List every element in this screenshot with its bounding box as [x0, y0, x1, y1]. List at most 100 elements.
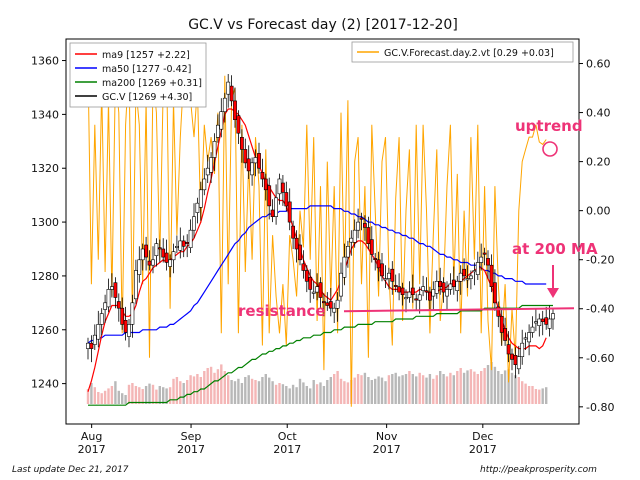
candle-body: [291, 225, 296, 239]
volume-bar: [333, 374, 336, 404]
candle-body: [551, 313, 555, 320]
candle-body: [520, 342, 525, 358]
candle-body: [482, 252, 487, 255]
left-tick-label: 1320: [31, 162, 59, 175]
volume-bar: [141, 389, 144, 404]
volume-bar: [397, 376, 401, 404]
candle-body: [154, 243, 159, 257]
candle-body: [513, 354, 518, 365]
candle-body: [116, 301, 121, 309]
volume-bar: [510, 372, 514, 404]
volume-bar: [319, 382, 322, 404]
volume-bar: [415, 376, 418, 404]
candle-body: [489, 264, 494, 288]
volume-bar: [428, 374, 432, 404]
volume-bar: [360, 375, 363, 404]
candle-body: [280, 182, 285, 193]
legend-label: GC.V [1269 +4.30]: [102, 92, 192, 103]
volume-bar: [531, 386, 534, 404]
candlesticks: [86, 74, 555, 379]
candle-body: [451, 279, 456, 287]
volume-bar: [384, 381, 387, 404]
annotation-200ma: at 200 MA: [512, 240, 598, 258]
candle-body: [468, 275, 473, 279]
volume-bar: [227, 375, 230, 404]
candle-body: [233, 100, 237, 121]
volume-bar: [268, 377, 271, 404]
candle-body: [441, 282, 446, 293]
volume-bar: [138, 387, 141, 404]
candle-body: [185, 242, 190, 244]
volume-bar: [254, 380, 257, 404]
legend-label: ma50 [1277 -0.42]: [102, 64, 191, 75]
volume-bar: [302, 382, 305, 404]
footer-right: http://peakprosperity.com: [480, 465, 597, 475]
candle-body: [219, 111, 224, 130]
volume-bar: [295, 387, 298, 404]
arrow-head: [547, 288, 559, 298]
candle-body: [209, 157, 214, 173]
candle-body: [366, 227, 371, 245]
volume-bar: [380, 377, 384, 404]
candle-body: [198, 189, 203, 208]
volume-bar: [162, 387, 165, 404]
volume-bar: [476, 374, 479, 404]
candle-body: [260, 172, 265, 180]
candle-body: [151, 259, 155, 266]
volume-bar: [121, 393, 124, 404]
candle-body: [147, 260, 152, 266]
volume-bar: [264, 374, 267, 404]
footer-left: Last update Dec 21, 2017: [12, 465, 129, 475]
candle-body: [246, 158, 251, 172]
volume-bar: [278, 383, 281, 404]
candle-body: [92, 334, 97, 345]
volume-bar: [257, 381, 261, 404]
candle-body: [506, 344, 511, 355]
volume-bar: [343, 381, 346, 404]
volume-bar: [134, 386, 138, 404]
candle-body: [270, 209, 275, 217]
volume-bar: [124, 395, 127, 404]
volume-bar: [93, 387, 96, 404]
volume-bar: [298, 378, 302, 404]
volume-bar: [240, 383, 244, 404]
volume-bar: [421, 375, 425, 404]
volume-bar: [425, 377, 428, 404]
candle-body: [359, 217, 364, 220]
candle-body: [127, 324, 131, 337]
candle-body: [123, 319, 128, 333]
candle-body: [171, 251, 176, 261]
volume-bar: [233, 381, 237, 404]
volume-bar: [503, 370, 507, 404]
candle-body: [325, 302, 330, 306]
candle-body: [301, 263, 306, 271]
volume-bar: [271, 381, 274, 404]
candle-body: [287, 201, 292, 223]
volume-bar: [223, 371, 226, 404]
x-tick-month: Dec: [472, 430, 493, 443]
right-tick-label: -0.20: [586, 254, 614, 267]
volume-bar: [288, 388, 291, 404]
volume-bar: [377, 376, 380, 404]
candle-body: [240, 137, 244, 150]
candle-body: [284, 192, 289, 207]
candle-body: [339, 272, 343, 297]
candle-body: [243, 149, 248, 164]
candle-body: [465, 278, 470, 281]
left-tick-label: 1360: [31, 55, 59, 68]
volume-bar: [100, 393, 103, 404]
volume-bar: [538, 389, 541, 404]
volume-bar: [285, 386, 288, 404]
volume-bar: [309, 388, 312, 404]
volume-bar: [155, 389, 158, 404]
candle-body: [458, 272, 463, 282]
candle-body: [212, 141, 217, 158]
volume-bar: [374, 378, 377, 404]
volume-bar: [404, 374, 408, 404]
candle-body: [431, 289, 436, 297]
volume-bar: [250, 378, 254, 404]
candle-body: [373, 258, 378, 260]
volume-bar: [469, 369, 473, 404]
volume-bar: [514, 375, 517, 404]
